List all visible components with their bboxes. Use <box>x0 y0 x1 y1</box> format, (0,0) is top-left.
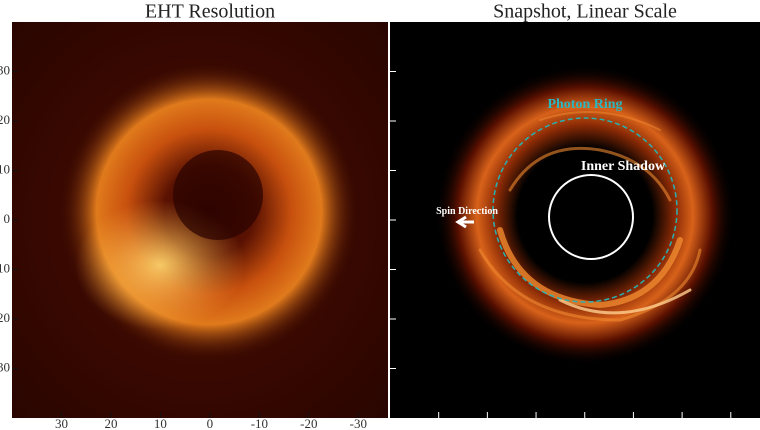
y-tick-label: -20 <box>0 310 10 325</box>
spin-arrow <box>455 215 474 229</box>
x-tick-label: 10 <box>154 416 167 430</box>
y-tick-label: 10 <box>0 161 10 176</box>
y-tick-label: -30 <box>0 359 10 374</box>
panel-title: Snapshot, Linear Scale <box>493 1 677 23</box>
y-tick-label: 20 <box>0 112 10 127</box>
x-tick-label: 0 <box>207 416 214 430</box>
y-tick-label: 0 <box>4 211 11 226</box>
inner-shadow <box>548 174 634 260</box>
annotation: Inner Shadow <box>581 159 666 174</box>
x-tick-label: 20 <box>104 416 117 430</box>
x-tick-label: -30 <box>350 416 367 430</box>
y-tick-label: -10 <box>0 260 10 275</box>
x-tick-label: 30 <box>55 416 68 430</box>
eht-panel <box>12 22 388 418</box>
x-tick-label: -10 <box>251 416 268 430</box>
panel-title: EHT Resolution <box>145 1 275 23</box>
annotation: Photon Ring <box>547 97 622 112</box>
annotation: Spin Direction <box>436 206 498 217</box>
photon-ring <box>492 117 678 303</box>
snapshot-panel: Photon Ring Inner Shadow Spin Direction <box>390 22 760 418</box>
x-tick-label: -20 <box>300 416 317 430</box>
y-tick-label: 30 <box>0 62 10 77</box>
